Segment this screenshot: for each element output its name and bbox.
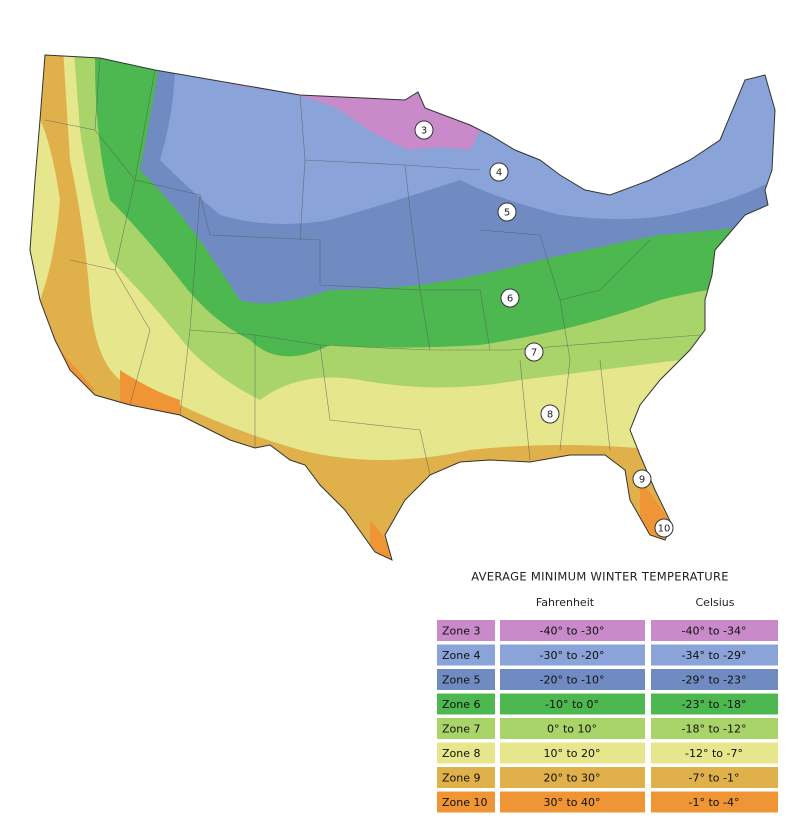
legend-zone: Zone 8 xyxy=(442,747,481,760)
zone-marker xyxy=(414,120,434,140)
zone-marker-label: 5 xyxy=(504,208,510,219)
zone-marker xyxy=(540,404,560,424)
legend-swatch xyxy=(651,767,778,788)
legend-celsius: -29° to -23° xyxy=(682,674,747,687)
legend-swatch xyxy=(500,620,645,641)
legend-fahrenheit: 30° to 40° xyxy=(543,796,600,809)
legend-celsius: -1° to -4° xyxy=(689,796,740,809)
legend-zone: Zone 7 xyxy=(442,723,481,736)
legend-zone: Zone 6 xyxy=(442,698,481,711)
zone-marker xyxy=(500,288,520,308)
zone-marker xyxy=(654,518,674,538)
legend-zone: Zone 9 xyxy=(442,772,481,785)
zone-marker-label: 10 xyxy=(658,524,671,535)
legend-zone: Zone 4 xyxy=(442,649,481,662)
legend-zone: Zone 10 xyxy=(442,796,488,809)
legend-celsius: -12° to -7° xyxy=(685,747,743,760)
legend-fahrenheit: -30° to -20° xyxy=(540,649,605,662)
zone-marker xyxy=(632,469,652,489)
legend-swatch xyxy=(500,791,645,813)
zone-marker-label: 4 xyxy=(496,168,502,179)
legend-swatch xyxy=(437,742,495,764)
legend-fahrenheit: -40° to -30° xyxy=(540,625,605,638)
legend-header: Celsius xyxy=(696,596,735,609)
zone-marker xyxy=(489,162,509,182)
legend-swatch xyxy=(500,644,645,666)
legend-swatch xyxy=(437,669,495,690)
legend-swatch xyxy=(500,767,645,788)
zone-markers: 3 4 5 6 7 8 9 10 xyxy=(414,120,674,538)
legend-fahrenheit: 20° to 30° xyxy=(543,772,600,785)
legend-celsius: -23° to -18° xyxy=(682,698,747,711)
legend-celsius: -18° to -12° xyxy=(682,723,747,736)
legend-celsius: -40° to -34° xyxy=(682,625,747,638)
legend-swatch xyxy=(651,791,778,813)
legend-swatch xyxy=(437,693,495,715)
legend-swatch xyxy=(500,718,645,739)
legend-swatch xyxy=(651,620,778,641)
legend-zone: Zone 5 xyxy=(442,674,481,687)
zone-marker-label: 9 xyxy=(639,475,645,486)
legend-swatch xyxy=(437,767,495,788)
legend-fahrenheit: -10° to 0° xyxy=(545,698,599,711)
zone-marker xyxy=(497,202,517,222)
zone-marker-label: 3 xyxy=(421,126,427,137)
zone-map xyxy=(30,55,775,560)
legend-zone: Zone 3 xyxy=(442,625,481,638)
legend-swatch xyxy=(437,620,495,641)
legend-swatch xyxy=(651,669,778,690)
legend-swatch xyxy=(651,718,778,739)
legend-celsius: -7° to -1° xyxy=(689,772,740,785)
legend-fahrenheit: -20° to -10° xyxy=(540,674,605,687)
legend-swatch xyxy=(651,742,778,764)
legend-swatch xyxy=(500,742,645,764)
legend-celsius: -34° to -29° xyxy=(682,649,747,662)
legend-swatch xyxy=(651,693,778,715)
legend-swatch xyxy=(500,669,645,690)
legend-title: AVERAGE MINIMUM WINTER TEMPERATURE xyxy=(471,570,729,584)
legend-swatch xyxy=(437,644,495,666)
legend-swatch xyxy=(437,718,495,739)
legend-fahrenheit: 0° to 10° xyxy=(547,723,597,736)
legend-fahrenheit: 10° to 20° xyxy=(543,747,600,760)
state-borders xyxy=(44,57,701,476)
legend: AVERAGE MINIMUM WINTER TEMPERATURE Fahre… xyxy=(437,570,778,813)
zone-marker-label: 6 xyxy=(507,294,513,305)
legend-swatch xyxy=(500,693,645,715)
zone-marker xyxy=(524,342,544,362)
zone-marker-label: 8 xyxy=(547,410,553,421)
legend-swatch xyxy=(651,644,778,666)
legend-swatch xyxy=(437,791,495,813)
zone-marker-label: 7 xyxy=(531,348,537,359)
legend-header: Fahrenheit xyxy=(536,596,595,609)
